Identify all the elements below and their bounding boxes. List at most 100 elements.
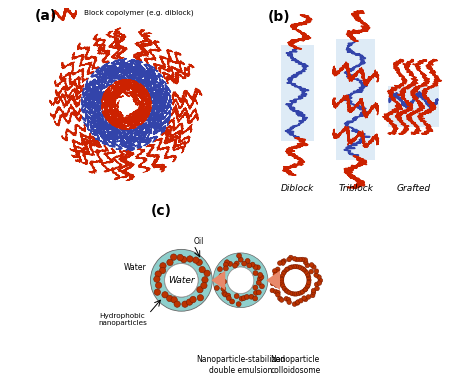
Circle shape: [218, 267, 222, 272]
Circle shape: [214, 285, 219, 290]
Circle shape: [182, 301, 188, 307]
Circle shape: [278, 296, 282, 301]
Circle shape: [288, 265, 292, 270]
Circle shape: [280, 277, 284, 281]
Circle shape: [284, 269, 306, 291]
Circle shape: [281, 259, 285, 264]
Circle shape: [193, 257, 199, 263]
Circle shape: [247, 263, 252, 268]
Circle shape: [254, 290, 258, 295]
Circle shape: [301, 267, 305, 272]
Circle shape: [274, 283, 279, 287]
Text: Water: Water: [168, 276, 195, 285]
Circle shape: [237, 253, 242, 258]
Circle shape: [177, 254, 183, 261]
Circle shape: [255, 265, 260, 270]
FancyArrowPatch shape: [266, 270, 280, 290]
Circle shape: [303, 260, 308, 265]
Circle shape: [273, 277, 278, 281]
Circle shape: [281, 271, 286, 276]
Circle shape: [294, 264, 299, 269]
Circle shape: [303, 297, 308, 302]
Circle shape: [242, 261, 246, 266]
Circle shape: [306, 295, 311, 299]
Circle shape: [303, 288, 307, 292]
Circle shape: [154, 276, 160, 282]
Circle shape: [295, 257, 299, 262]
Circle shape: [279, 278, 284, 282]
Text: Triblock: Triblock: [338, 184, 374, 193]
Circle shape: [239, 296, 244, 301]
Circle shape: [155, 271, 161, 277]
Circle shape: [298, 257, 302, 262]
Circle shape: [236, 302, 241, 307]
Circle shape: [223, 292, 228, 297]
Circle shape: [275, 293, 280, 297]
Circle shape: [234, 261, 239, 266]
Circle shape: [256, 280, 261, 285]
FancyBboxPatch shape: [388, 86, 438, 127]
Text: Block copolymer (e.g. diblock): Block copolymer (e.g. diblock): [84, 10, 193, 16]
Circle shape: [287, 300, 292, 304]
Text: (b): (b): [268, 10, 290, 23]
Circle shape: [303, 287, 308, 291]
Circle shape: [307, 278, 311, 283]
Circle shape: [296, 300, 300, 304]
Circle shape: [284, 288, 289, 293]
Circle shape: [258, 272, 263, 277]
Circle shape: [234, 294, 239, 299]
Circle shape: [280, 274, 284, 278]
Circle shape: [318, 278, 323, 283]
Circle shape: [204, 270, 210, 277]
Circle shape: [219, 278, 224, 283]
Circle shape: [196, 259, 202, 265]
Circle shape: [273, 272, 278, 277]
Circle shape: [181, 256, 187, 263]
Circle shape: [197, 295, 203, 301]
Circle shape: [282, 270, 287, 274]
Circle shape: [257, 277, 262, 282]
Circle shape: [311, 265, 316, 269]
Text: (c): (c): [150, 205, 172, 218]
Circle shape: [297, 265, 301, 270]
Text: (a): (a): [35, 9, 57, 23]
Circle shape: [280, 280, 284, 285]
Circle shape: [278, 261, 282, 265]
Circle shape: [317, 275, 321, 279]
Circle shape: [218, 275, 223, 280]
Text: Grafted: Grafted: [396, 184, 430, 193]
Circle shape: [286, 298, 291, 302]
Circle shape: [299, 266, 303, 270]
Circle shape: [292, 257, 297, 261]
Circle shape: [311, 288, 316, 293]
Circle shape: [199, 267, 205, 273]
Circle shape: [302, 268, 306, 272]
Circle shape: [281, 261, 285, 265]
Circle shape: [253, 296, 258, 301]
Circle shape: [309, 269, 313, 274]
FancyArrowPatch shape: [211, 270, 225, 290]
Circle shape: [238, 257, 243, 262]
Circle shape: [304, 270, 309, 274]
Circle shape: [279, 298, 284, 302]
Circle shape: [228, 267, 254, 293]
Circle shape: [310, 293, 315, 298]
Circle shape: [229, 299, 235, 304]
FancyBboxPatch shape: [337, 39, 375, 160]
Circle shape: [228, 262, 233, 266]
Circle shape: [171, 297, 177, 303]
Circle shape: [202, 277, 208, 283]
Circle shape: [259, 284, 264, 289]
Circle shape: [284, 267, 289, 272]
Circle shape: [301, 257, 305, 262]
Circle shape: [171, 254, 177, 260]
Wedge shape: [150, 249, 212, 311]
Circle shape: [292, 302, 297, 306]
Circle shape: [155, 282, 162, 288]
Circle shape: [233, 263, 237, 268]
Circle shape: [314, 273, 319, 277]
Circle shape: [285, 289, 290, 293]
Circle shape: [305, 272, 310, 277]
Circle shape: [275, 267, 280, 272]
Circle shape: [223, 266, 228, 271]
